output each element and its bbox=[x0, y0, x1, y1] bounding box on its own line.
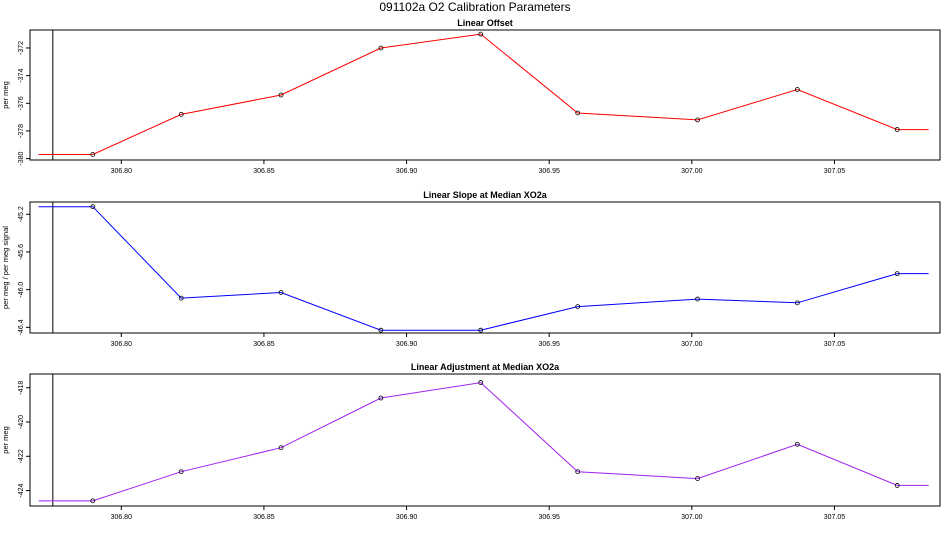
y-tick-label: -372 bbox=[18, 41, 25, 55]
x-tick-label: 307.00 bbox=[681, 168, 703, 175]
data-point bbox=[478, 380, 484, 385]
y-tick-label: -45.6 bbox=[18, 244, 25, 260]
x-tick-label: 306.95 bbox=[538, 341, 560, 348]
data-point bbox=[378, 327, 384, 333]
x-tick-label: 306.90 bbox=[396, 514, 418, 521]
x-tick-label: 307.05 bbox=[824, 168, 846, 175]
y-tick-label: -418 bbox=[18, 381, 25, 395]
y-axis-label: per meg / per meg signal bbox=[1, 226, 10, 309]
x-tick-label: 306.80 bbox=[111, 168, 133, 175]
y-tick-label: -422 bbox=[18, 449, 25, 463]
data-point bbox=[794, 87, 800, 92]
plot-frame bbox=[29, 29, 941, 161]
y-axis-label: per meg bbox=[1, 81, 10, 109]
data-point bbox=[894, 271, 900, 277]
data-point bbox=[794, 300, 800, 306]
x-tick-label: 306.90 bbox=[396, 168, 418, 175]
panel-linear-offset: Linear Offset 306.80 306.85 306.90 306.95 307… bbox=[1, 18, 941, 175]
data-point bbox=[278, 92, 284, 98]
y-tick-label: -46.4 bbox=[18, 319, 25, 335]
series-line bbox=[38, 382, 929, 502]
y-tick-label: -374 bbox=[18, 69, 25, 83]
data-point bbox=[378, 395, 384, 401]
data-point bbox=[575, 469, 581, 475]
panel-linear-adjustment: Linear Adjustment at Median XO2a 306.80 30… bbox=[1, 362, 941, 521]
y-tick-label: -380 bbox=[18, 152, 25, 166]
data-point bbox=[695, 117, 700, 123]
y-tick-label: -420 bbox=[18, 415, 25, 429]
data-point bbox=[695, 296, 700, 302]
y-tick-label: -45.2 bbox=[18, 206, 25, 222]
x-tick-label: 306.85 bbox=[253, 514, 275, 521]
y-tick-label: -378 bbox=[18, 124, 25, 138]
y-axis-label: per meg bbox=[1, 426, 10, 454]
panel-title: Linear Adjustment at Median XO2a bbox=[411, 362, 560, 372]
x-tick-label: 307.00 bbox=[681, 341, 703, 348]
plot-frame bbox=[29, 373, 941, 507]
data-point bbox=[575, 304, 581, 310]
x-tick-label: 306.80 bbox=[111, 514, 133, 521]
x-tick-label: 307.00 bbox=[681, 514, 703, 521]
plot-frame bbox=[29, 201, 941, 334]
series-line bbox=[38, 33, 929, 155]
x-tick-label: 307.05 bbox=[824, 514, 846, 521]
panel-title: Linear Slope at Median XO2a bbox=[423, 190, 548, 200]
data-point bbox=[478, 31, 484, 37]
data-point bbox=[90, 204, 96, 210]
y-tick-label: -424 bbox=[18, 483, 25, 497]
data-point bbox=[894, 127, 900, 132]
x-tick-label: 306.90 bbox=[396, 341, 418, 348]
data-point bbox=[378, 45, 384, 51]
data-point bbox=[794, 441, 800, 447]
data-point bbox=[695, 476, 700, 481]
x-tick-label: 306.85 bbox=[253, 168, 275, 175]
x-tick-label: 307.05 bbox=[824, 341, 846, 348]
y-tick-label: -46.0 bbox=[18, 282, 25, 298]
series-line bbox=[38, 206, 929, 331]
data-point bbox=[894, 483, 900, 488]
data-point bbox=[90, 498, 96, 504]
x-tick-label: 306.95 bbox=[538, 168, 560, 175]
y-tick-label: -376 bbox=[18, 96, 25, 110]
page-title: 091102a O2 Calibration Parameters bbox=[379, 0, 571, 14]
x-tick-label: 306.85 bbox=[253, 341, 275, 348]
data-point bbox=[278, 445, 284, 451]
data-point bbox=[90, 152, 96, 157]
panel-linear-slope: Linear Slope at Median XO2a 306.80 306.85 3… bbox=[1, 190, 941, 348]
x-tick-label: 306.95 bbox=[538, 514, 560, 521]
data-point bbox=[278, 290, 284, 295]
panel-title: Linear Offset bbox=[457, 18, 513, 28]
data-point bbox=[178, 111, 184, 117]
x-tick-label: 306.80 bbox=[111, 341, 133, 348]
data-point bbox=[575, 110, 581, 116]
data-point bbox=[178, 295, 184, 301]
data-point bbox=[478, 327, 484, 333]
data-point bbox=[178, 469, 184, 475]
